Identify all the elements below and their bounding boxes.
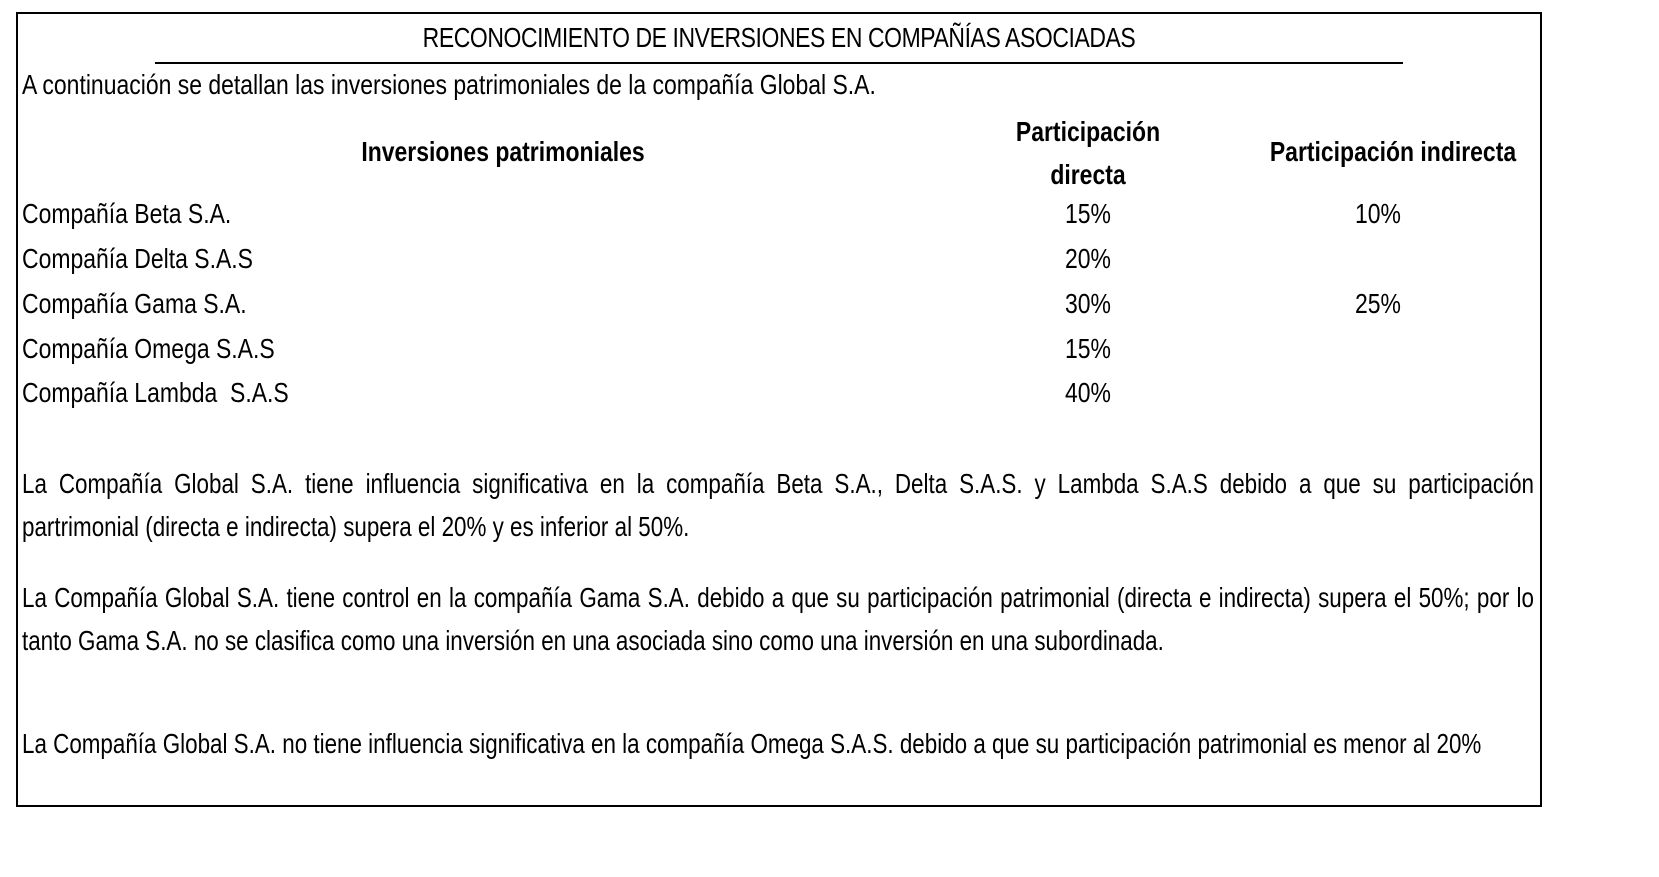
table-row: Compañía Omega S.A.S 15%: [18, 327, 1540, 371]
paragraph-control: La Compañía Global S.A. tiene control en…: [22, 582, 1534, 656]
company-name: Compañía Lambda S.A.S: [22, 377, 289, 408]
indirect-participation: 10%: [1355, 198, 1401, 229]
column-header-direct: Participación directa: [1015, 116, 1161, 190]
paragraph-significant-influence: La Compañía Global S.A. tiene influencia…: [22, 468, 1534, 542]
document-title: RECONOCIMIENTO DE INVERSIONES EN COMPAÑÍ…: [154, 14, 1404, 64]
intro-text: A continuación se detallan las inversion…: [22, 69, 876, 100]
direct-participation: 40%: [1065, 377, 1111, 408]
company-name: Compañía Gama S.A.: [22, 288, 247, 319]
column-header-investments: Inversiones patrimoniales: [361, 136, 645, 167]
paragraph-no-influence: La Compañía Global S.A. no tiene influen…: [22, 728, 1482, 759]
company-name: Compañía Beta S.A.: [22, 198, 232, 229]
direct-participation: 15%: [1065, 333, 1111, 364]
indirect-participation: 25%: [1355, 288, 1401, 319]
table-row: Compañía Lambda S.A.S 40%: [18, 371, 1540, 415]
table-row: Compañía Beta S.A. 15% 10%: [18, 192, 1540, 236]
direct-participation: 15%: [1065, 198, 1111, 229]
company-name: Compañía Delta S.A.S: [22, 243, 253, 274]
column-header-indirect: Participación indirecta: [1269, 136, 1517, 167]
company-name: Compañía Omega S.A.S: [22, 333, 275, 364]
table-row: Compañía Gama S.A. 30% 25%: [18, 282, 1540, 326]
direct-participation: 20%: [1065, 243, 1111, 274]
document-frame: RECONOCIMIENTO DE INVERSIONES EN COMPAÑÍ…: [16, 12, 1542, 807]
table-row: Compañía Delta S.A.S 20%: [18, 237, 1540, 281]
direct-participation: 30%: [1065, 288, 1111, 319]
